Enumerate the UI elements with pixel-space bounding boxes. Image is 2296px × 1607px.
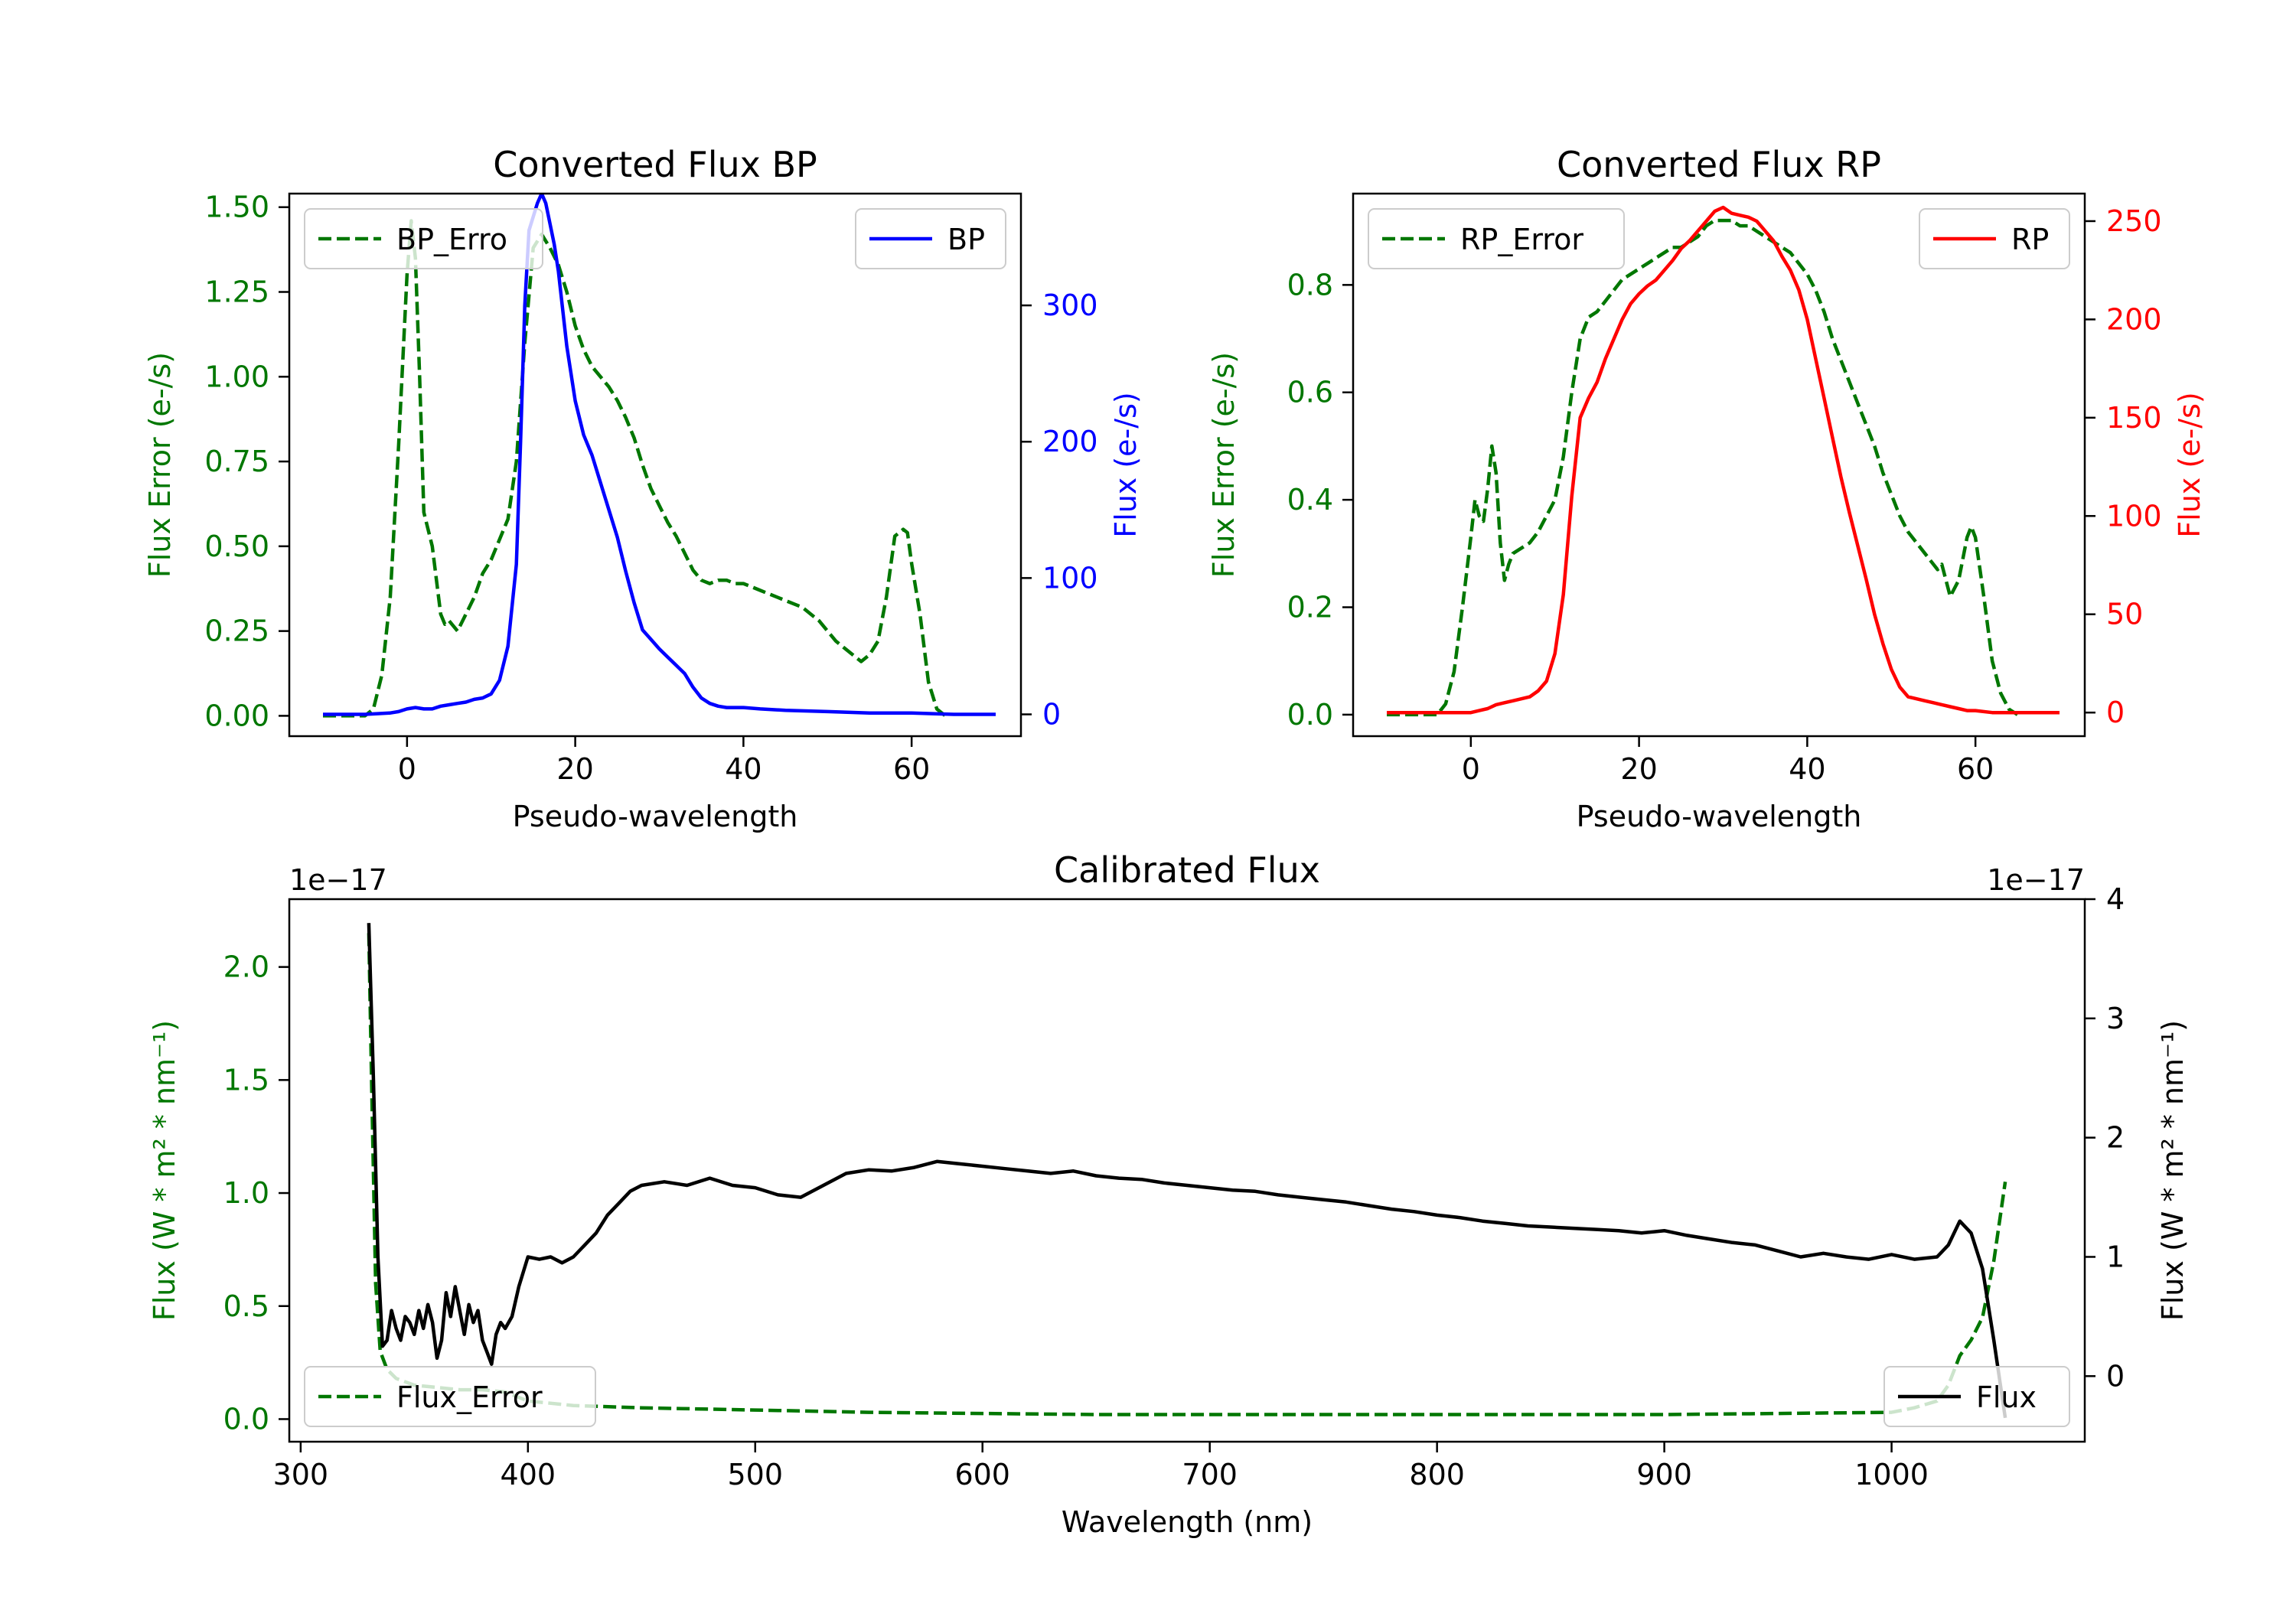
x-tick-label: 300 xyxy=(273,1458,329,1491)
y-left-axis-label: Flux Error (e-/s) xyxy=(1207,352,1241,578)
y-right-tick-label: 100 xyxy=(2106,499,2162,533)
y-right-tick-label: 0 xyxy=(2106,696,2125,729)
y-left-tick-label: 0.6 xyxy=(1287,376,1333,409)
legend-label: Flux_Error xyxy=(396,1380,543,1414)
x-tick-label: 600 xyxy=(954,1458,1010,1491)
y-left-axis-label: Flux Error (e-/s) xyxy=(143,352,177,578)
x-tick-label: 400 xyxy=(501,1458,556,1491)
y-left-tick-label: 1.25 xyxy=(204,275,269,309)
legend-label: BP xyxy=(947,223,985,256)
series-line-rp_error xyxy=(1387,218,2019,717)
y-right-tick-label: 150 xyxy=(2106,401,2162,435)
y-left-tick-label: 2.0 xyxy=(223,950,269,984)
y-left-tick-label: 0.5 xyxy=(223,1289,269,1323)
y-right-axis-label: Flux (e-/s) xyxy=(1109,392,1143,537)
y-left-tick-label: 0.4 xyxy=(1287,483,1333,517)
x-axis-label: Pseudo-wavelength xyxy=(1577,800,1862,833)
chart-cal: 300 400 500 600 700 800 900 1000 0.0 0.5 1.0 1.5 2.0… xyxy=(148,849,2190,1539)
x-tick-label: 20 xyxy=(556,752,593,786)
y-right-tick-label: 250 xyxy=(2106,204,2162,238)
x-tick-label: 60 xyxy=(1957,752,1994,786)
x-tick-label: 60 xyxy=(893,752,930,786)
y-left-axis-label: Flux (W * m² * nm⁻¹) xyxy=(148,1020,181,1321)
y-left-tick-label: 0.75 xyxy=(204,445,269,478)
y-right-axis-label: Flux (W * m² * nm⁻¹) xyxy=(2156,1020,2190,1321)
x-axis-label: Pseudo-wavelength xyxy=(513,800,798,833)
legend-label: RP_Error xyxy=(1460,223,1583,256)
x-tick-label: 500 xyxy=(728,1458,784,1491)
x-tick-label: 40 xyxy=(1789,752,1825,786)
y-right-tick-label: 4 xyxy=(2106,882,2125,916)
x-tick-label: 20 xyxy=(1620,752,1657,786)
y-left-tick-label: 0.0 xyxy=(1287,698,1333,732)
x-tick-label: 40 xyxy=(725,752,762,786)
y-left-tick-label: 0.50 xyxy=(204,530,269,563)
y-right-tick-label: 100 xyxy=(1042,561,1098,595)
y-right-tick-label: 2 xyxy=(2106,1121,2125,1155)
x-tick-label: 0 xyxy=(398,752,416,786)
y-left-tick-label: 1.00 xyxy=(204,360,269,393)
y-right-tick-label: 200 xyxy=(1042,425,1098,458)
legend-rp: RP xyxy=(1919,208,2070,269)
y-right-tick-label: 50 xyxy=(2106,598,2143,631)
chart-title: Converted Flux BP xyxy=(493,144,817,185)
series-line-bp xyxy=(323,194,996,716)
x-tick-label: 1000 xyxy=(1854,1458,1929,1491)
y-left-tick-label: 0.00 xyxy=(204,699,269,732)
legend-box xyxy=(304,208,543,269)
plot-frame xyxy=(1352,192,2086,738)
legend-bp_error: BP_Erro xyxy=(304,208,543,269)
chart-bp: 0 20 40 60 0.00 0.25 0.50 0.75 1.00 1.25 1.50 0 100 2… xyxy=(143,144,1143,833)
legend-label: Flux xyxy=(1976,1380,2037,1414)
y-right-tick-label: 3 xyxy=(2106,1002,2125,1035)
legend-rp_error: RP_Error xyxy=(1368,208,1625,269)
y-right-tick-label: 1 xyxy=(2106,1240,2125,1273)
y-left-tick-label: 0.0 xyxy=(223,1402,269,1436)
chart-title: Calibrated Flux xyxy=(1054,849,1320,891)
x-tick-label: 800 xyxy=(1409,1458,1465,1491)
y-left-offset-label: 1e−17 xyxy=(289,863,387,897)
legend-box xyxy=(1368,208,1625,269)
series-line-bp_error xyxy=(323,219,947,718)
y-right-offset-label: 1e−17 xyxy=(1987,863,2085,897)
x-tick-label: 0 xyxy=(1462,752,1480,786)
legend-flux: Flux xyxy=(1883,1366,2070,1427)
legend-flux_error: Flux_Error xyxy=(304,1366,596,1427)
x-tick-label: 700 xyxy=(1182,1458,1238,1491)
y-left-tick-label: 1.50 xyxy=(204,191,269,224)
x-tick-label: 900 xyxy=(1636,1458,1692,1491)
legend-box xyxy=(1883,1366,2070,1427)
y-left-tick-label: 0.25 xyxy=(204,614,269,648)
plot-frame xyxy=(288,192,1022,738)
y-left-tick-label: 1.5 xyxy=(223,1063,269,1097)
legend-label: RP xyxy=(2011,223,2049,256)
y-left-tick-label: 1.0 xyxy=(223,1176,269,1210)
legend-box xyxy=(304,1366,596,1427)
y-left-tick-label: 0.2 xyxy=(1287,591,1333,624)
plot-frame xyxy=(288,898,2086,1443)
y-right-tick-label: 0 xyxy=(2106,1359,2125,1393)
series-line-rp xyxy=(1387,205,2060,715)
legend-label: BP_Erro xyxy=(396,223,507,256)
y-left-tick-label: 0.8 xyxy=(1287,268,1333,302)
chart-title: Converted Flux RP xyxy=(1557,144,1881,185)
chart-rp: 0 20 40 60 0.0 0.2 0.4 0.6 0.8 0 50 100 150 200 250 Con… xyxy=(1207,144,2206,833)
y-right-axis-label: Flux (e-/s) xyxy=(2173,392,2206,537)
y-right-tick-label: 200 xyxy=(2106,302,2162,336)
y-right-tick-label: 0 xyxy=(1042,697,1061,731)
x-axis-label: Wavelength (nm) xyxy=(1062,1505,1313,1539)
y-right-tick-label: 300 xyxy=(1042,288,1098,322)
series-line-flux xyxy=(367,923,2007,1419)
legend-bp: BP xyxy=(855,208,1006,269)
